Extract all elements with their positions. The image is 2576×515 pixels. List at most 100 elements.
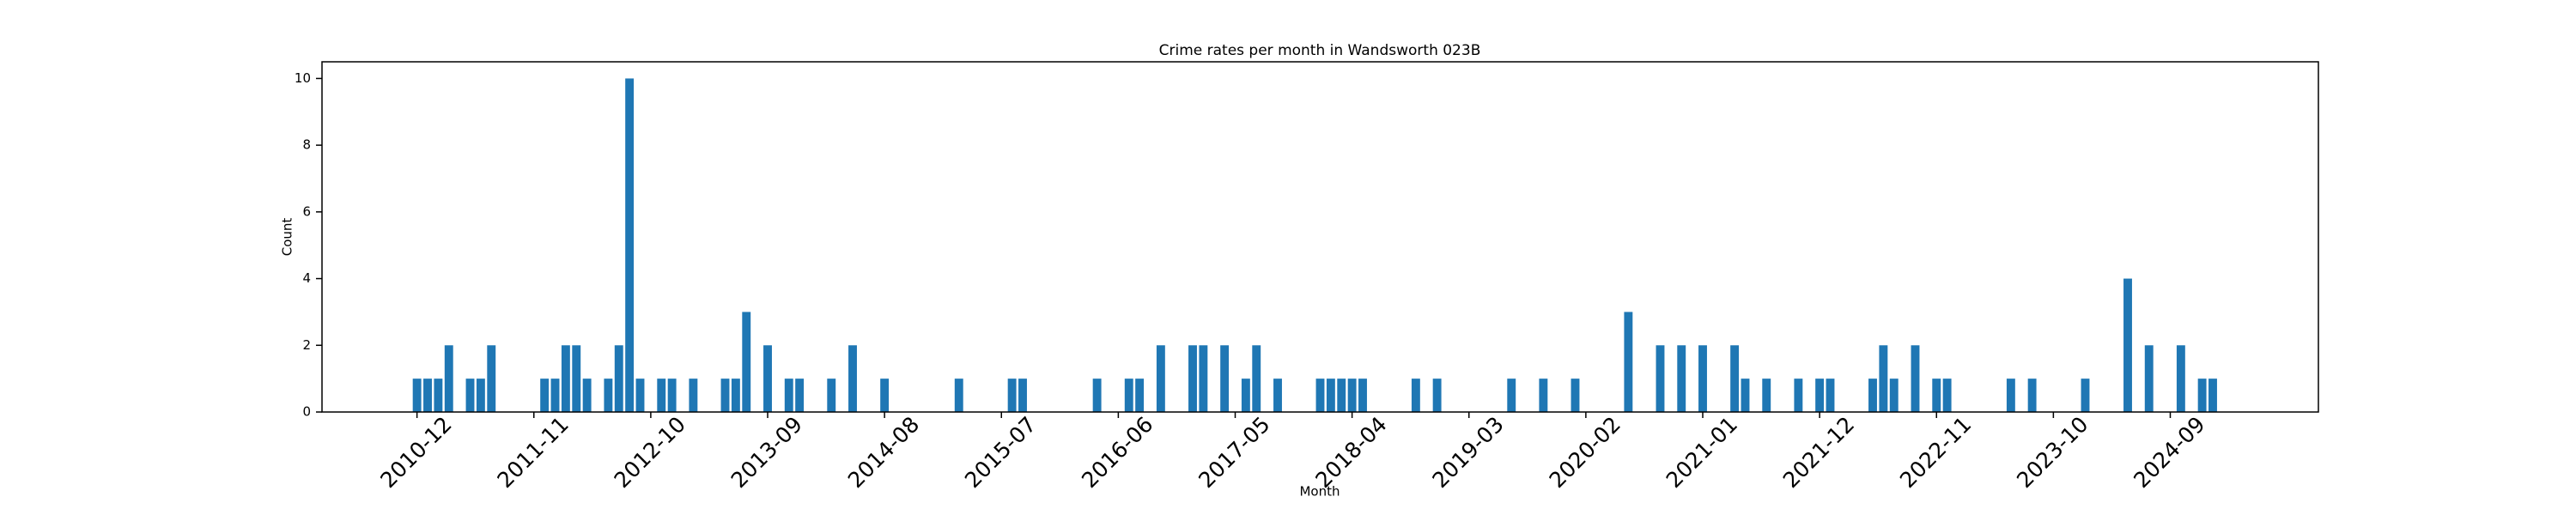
bar — [625, 78, 635, 412]
plot-frame — [321, 61, 2319, 413]
bar — [423, 379, 432, 412]
x-tick-label: 2022-11 — [1895, 412, 1976, 493]
bar — [1868, 379, 1877, 412]
bar — [1252, 345, 1261, 412]
bar — [848, 345, 857, 412]
x-tick-label: 2011-11 — [493, 412, 574, 493]
bar — [1815, 379, 1825, 412]
bar — [1826, 379, 1835, 412]
bar — [1092, 379, 1102, 412]
bar — [434, 379, 443, 412]
bar — [635, 379, 645, 412]
bar — [667, 379, 677, 412]
bar — [1507, 379, 1516, 412]
bar — [2123, 278, 2132, 412]
bar — [572, 345, 581, 412]
bar — [954, 379, 963, 412]
bar — [1932, 379, 1941, 412]
y-axis-label: Count — [280, 218, 295, 257]
bar — [1942, 379, 1952, 412]
bar — [1337, 379, 1346, 412]
bar — [1889, 379, 1899, 412]
bar — [614, 345, 623, 412]
bar — [2006, 379, 2015, 412]
bar — [487, 345, 496, 412]
bar — [720, 379, 730, 412]
bar — [1730, 345, 1740, 412]
bar — [1018, 379, 1027, 412]
bar — [1624, 312, 1633, 412]
bar — [1741, 379, 1750, 412]
x-tick-label: 2016-06 — [1077, 412, 1157, 493]
bar — [412, 379, 422, 412]
x-tick-label: 2014-08 — [843, 412, 924, 493]
bar — [1220, 345, 1230, 412]
y-tick-label: 8 — [302, 137, 311, 153]
x-tick-label: 2017-05 — [1194, 412, 1274, 493]
bar — [604, 379, 613, 412]
bar — [561, 345, 570, 412]
bar — [550, 379, 560, 412]
bar — [880, 379, 890, 412]
bar — [1273, 379, 1282, 412]
bar — [827, 379, 836, 412]
bar — [1188, 345, 1197, 412]
bar — [1677, 345, 1686, 412]
x-tick-label: 2010-12 — [375, 412, 456, 493]
bar — [763, 345, 772, 412]
bar — [465, 379, 475, 412]
x-axis-label: Month — [1299, 484, 1340, 500]
x-tick-label: 2013-09 — [726, 412, 807, 493]
bar — [731, 379, 740, 412]
x-tick-label: 2021-01 — [1662, 412, 1742, 493]
bar — [1539, 379, 1548, 412]
x-tick-label: 2019-03 — [1427, 412, 1508, 493]
y-tick-label: 2 — [302, 337, 311, 353]
bar — [1432, 379, 1442, 412]
bar — [1911, 345, 1920, 412]
bar — [1124, 379, 1133, 412]
bar — [476, 379, 485, 412]
y-tick-label: 0 — [302, 404, 311, 420]
bar — [2176, 345, 2185, 412]
bar — [1315, 379, 1325, 412]
bar — [784, 379, 793, 412]
bar — [742, 312, 751, 412]
bar — [1698, 345, 1707, 412]
bar — [1156, 345, 1165, 412]
x-tick-label: 2023-10 — [2012, 412, 2093, 493]
bar — [689, 379, 698, 412]
bar — [1656, 345, 1665, 412]
chart-title: Crime rates per month in Wandsworth 023B — [1159, 42, 1481, 59]
bar — [1358, 379, 1367, 412]
bar — [795, 379, 805, 412]
x-tick-label: 2021-12 — [1778, 412, 1859, 493]
bar — [540, 379, 550, 412]
bar — [1571, 379, 1580, 412]
bar — [2081, 379, 2090, 412]
y-tick-label: 6 — [302, 203, 311, 219]
bar — [2208, 379, 2217, 412]
bar — [1347, 379, 1357, 412]
bar — [1326, 379, 1335, 412]
bar — [2027, 379, 2037, 412]
bar — [582, 379, 592, 412]
bar — [1007, 379, 1017, 412]
x-tick-label: 2012-10 — [610, 412, 690, 493]
bar — [1879, 345, 1888, 412]
bar — [1762, 379, 1771, 412]
x-tick-label: 2020-02 — [1545, 412, 1625, 493]
bar — [1135, 379, 1145, 412]
bar — [2144, 345, 2154, 412]
x-tick-label: 2018-04 — [1310, 412, 1391, 493]
bar — [1411, 379, 1420, 412]
y-tick-label: 4 — [302, 270, 311, 286]
y-tick-label: 10 — [295, 70, 311, 86]
x-tick-label: 2024-09 — [2129, 412, 2209, 493]
bar — [1794, 379, 1803, 412]
x-tick-label: 2015-07 — [960, 412, 1041, 493]
bar — [1241, 379, 1250, 412]
bar — [2197, 379, 2207, 412]
bar — [444, 345, 453, 412]
